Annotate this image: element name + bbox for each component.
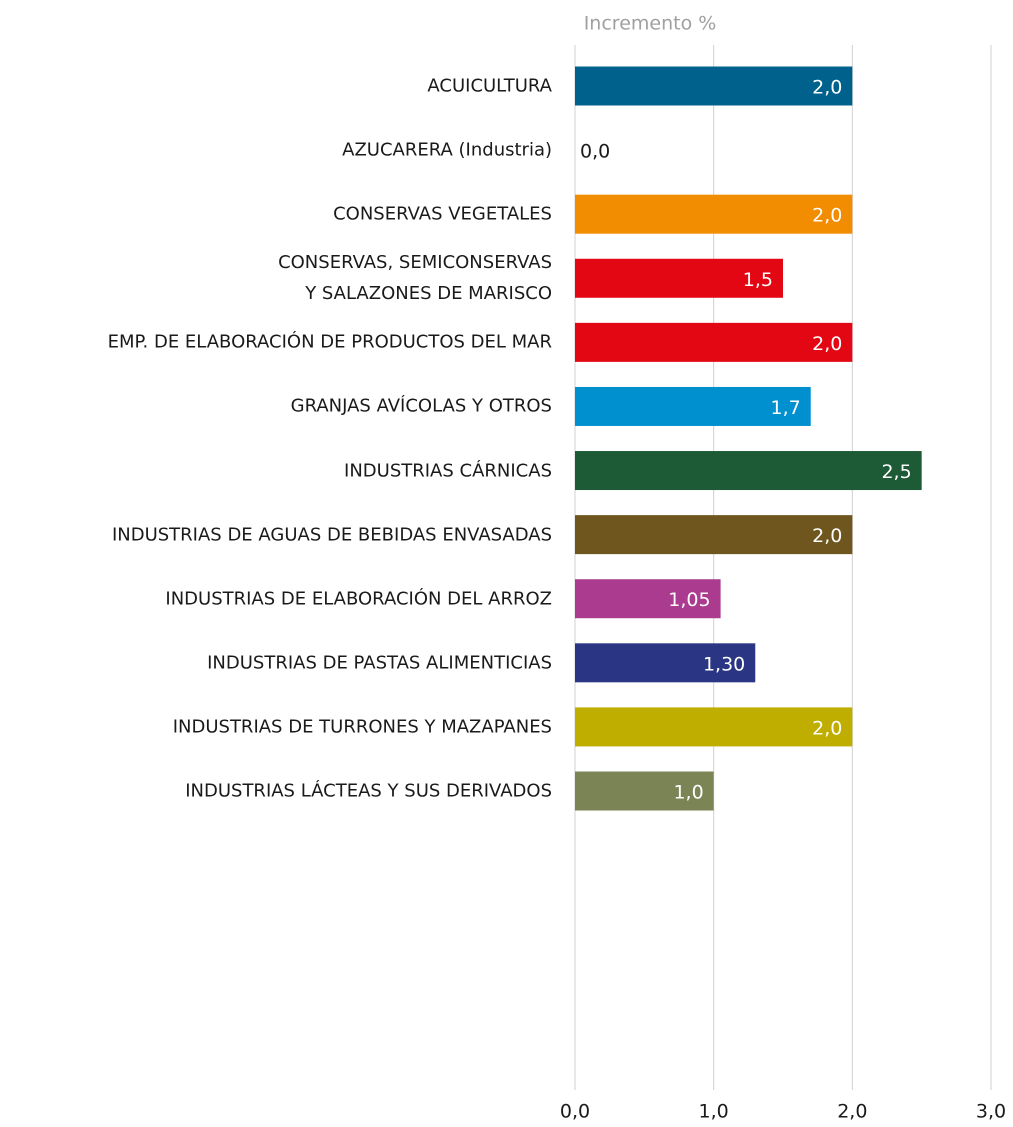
bar — [575, 515, 853, 555]
bar — [575, 771, 714, 811]
bar — [575, 386, 811, 426]
bar — [575, 707, 853, 747]
category-label: AZUCARERA (Industria) — [342, 139, 552, 161]
value-label: 0,0 — [580, 141, 610, 163]
category-label: ACUICULTURA — [427, 75, 552, 97]
value-label: 2,0 — [812, 717, 842, 739]
bar — [575, 643, 756, 683]
category-label: CONSERVAS VEGETALES — [333, 203, 552, 225]
value-label: 2,0 — [812, 333, 842, 355]
x-tick-label: 2,0 — [837, 1101, 867, 1123]
category-label: INDUSTRIAS DE TURRONES Y MAZAPANES — [172, 716, 552, 738]
x-tick-label: 3,0 — [976, 1101, 1006, 1123]
value-label: 2,0 — [812, 205, 842, 227]
category-label: INDUSTRIAS DE AGUAS DE BEBIDAS ENVASADAS — [111, 524, 552, 546]
bar — [575, 322, 853, 362]
category-label: INDUSTRIAS CÁRNICAS — [344, 460, 552, 482]
category-label: INDUSTRIAS LÁCTEAS Y SUS DERIVADOS — [185, 780, 552, 802]
value-label: 1,0 — [673, 782, 703, 804]
category-label: GRANJAS AVÍCOLAS Y OTROS — [290, 395, 552, 417]
x-tick-label: 1,0 — [699, 1101, 729, 1123]
value-label: 2,0 — [812, 525, 842, 547]
category-label: INDUSTRIAS DE ELABORACIÓN DEL ARROZ — [165, 588, 552, 610]
value-label: 1,7 — [771, 397, 801, 419]
value-label: 2,0 — [812, 77, 842, 99]
category-label: CONSERVAS, SEMICONSERVAS Y SALAZONES DE … — [278, 252, 552, 305]
bar — [575, 258, 783, 298]
bar — [575, 579, 721, 619]
category-label: INDUSTRIAS DE PASTAS ALIMENTICIAS — [207, 652, 552, 674]
category-label: EMP. DE ELABORACIÓN DE PRODUCTOS DEL MAR — [107, 331, 552, 353]
bar — [575, 194, 853, 234]
value-label: 1,5 — [743, 269, 773, 291]
value-label: 2,5 — [881, 461, 911, 483]
value-label: 1,05 — [668, 589, 710, 611]
bar — [575, 66, 853, 106]
x-tick-label: 0,0 — [560, 1101, 590, 1123]
value-label: 1,30 — [703, 653, 745, 675]
bar — [575, 451, 922, 491]
axis-title: Incremento % — [584, 13, 717, 35]
